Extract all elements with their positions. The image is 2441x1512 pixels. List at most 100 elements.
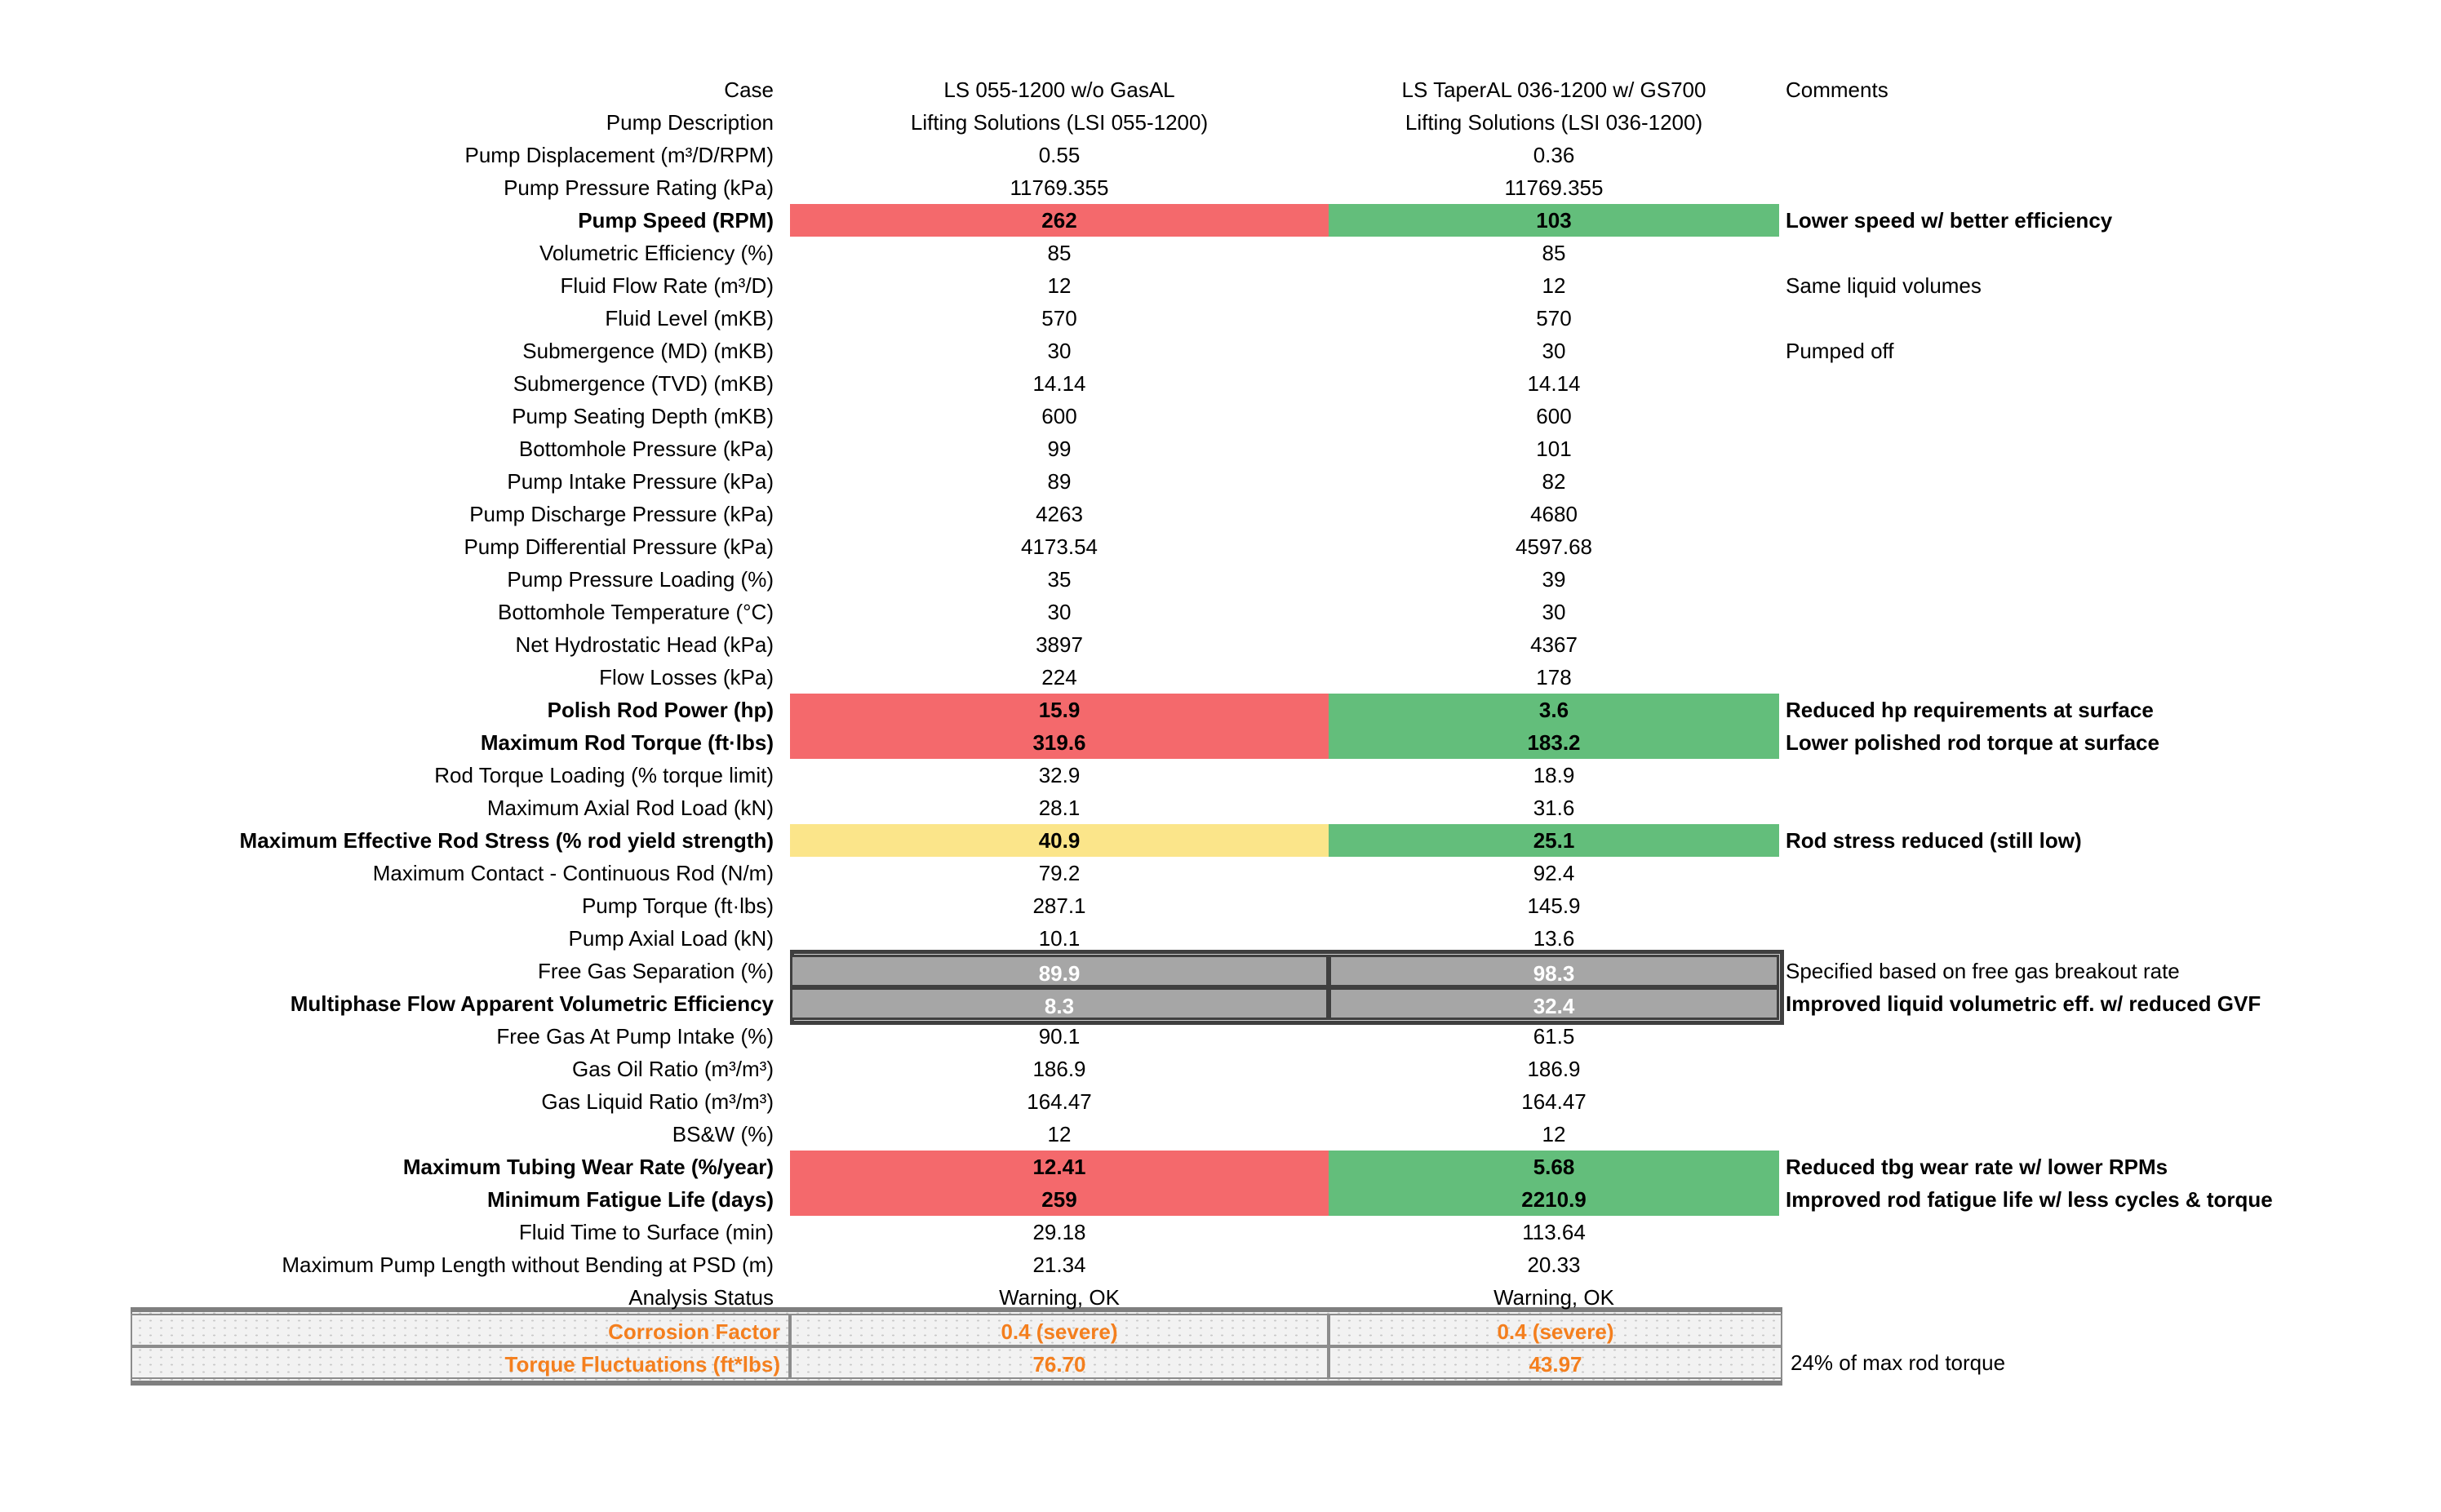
- value-cell-case-2: 39: [1542, 567, 1566, 592]
- value-cell-case-2: 183.2: [1329, 726, 1779, 759]
- row-label: Maximum Pump Length without Bending at P…: [282, 1253, 774, 1277]
- value-cell-case-2: 570: [1536, 306, 1572, 330]
- value-cell-case-2: Lifting Solutions (LSI 036-1200): [1405, 110, 1703, 135]
- value-cell-case-2: 92.4: [1533, 861, 1575, 885]
- value-cell-case-2: 32.4: [1329, 987, 1779, 1020]
- row-label: Free Gas Separation (%): [537, 959, 774, 983]
- value-cell-case-1: 287.1: [1032, 893, 1086, 918]
- value-cell-case-1: 40.9: [790, 824, 1329, 857]
- row-label: Multiphase Flow Apparent Volumetric Effi…: [290, 991, 774, 1016]
- value-cell-case-1: 29.18: [1032, 1220, 1086, 1244]
- row-label: Analysis Status: [628, 1285, 774, 1310]
- row-label: Bottomhole Temperature (°C): [498, 600, 774, 624]
- row-label: Maximum Tubing Wear Rate (%/year): [402, 1155, 774, 1179]
- value-cell-case-1: 79.2: [1038, 861, 1081, 885]
- row-label: Minimum Fatigue Life (days): [486, 1187, 774, 1212]
- row-label: Pump Differential Pressure (kPa): [464, 534, 774, 559]
- value-cell-case-1: 76.70: [790, 1346, 1329, 1379]
- value-cell-case-1: 15.9: [790, 694, 1329, 726]
- row-label: Fluid Time to Surface (min): [518, 1220, 774, 1244]
- value-cell-case-2: 3.6: [1329, 694, 1779, 726]
- row-label: Pump Seating Depth (mKB): [512, 404, 774, 428]
- value-cell-case-2: 20.33: [1527, 1253, 1581, 1277]
- value-cell-case-1: 3897: [1036, 632, 1083, 657]
- row-label: Pump Intake Pressure (kPa): [507, 469, 774, 494]
- row-label: Flow Losses (kPa): [599, 665, 774, 689]
- value-cell-case-2: 14.14: [1527, 371, 1581, 396]
- value-cell-case-1: 32.9: [1038, 763, 1081, 787]
- value-cell-case-1: 99: [1047, 437, 1072, 461]
- value-cell-case-1: 319.6: [790, 726, 1329, 759]
- comment-cell: Pumped off: [1786, 339, 1894, 363]
- row-label: Pump Torque (ft·lbs): [581, 893, 774, 918]
- comment-cell: Lower speed w/ better efficiency: [1786, 208, 2113, 233]
- value-cell-case-1: 4173.54: [1021, 534, 1098, 559]
- row-label: Maximum Effective Rod Stress (% rod yiel…: [239, 828, 774, 853]
- comment-cell: Same liquid volumes: [1786, 273, 1982, 298]
- comments-header: Comments: [1786, 78, 1888, 102]
- row-label: Pump Pressure Rating (kPa): [504, 175, 774, 200]
- row-label: Pump Displacement (m³/D/RPM): [464, 143, 774, 167]
- row-label: Torque Fluctuations (ft*lbs): [131, 1346, 790, 1379]
- row-label: Volumetric Efficiency (%): [539, 241, 774, 265]
- value-cell-case-2: Warning, OK: [1493, 1285, 1614, 1310]
- row-label: Rod Torque Loading (% torque limit): [434, 763, 774, 787]
- value-cell-case-1: 35: [1047, 567, 1072, 592]
- value-cell-case-2: 113.64: [1522, 1220, 1586, 1244]
- row-label: Net Hydrostatic Head (kPa): [515, 632, 774, 657]
- value-cell-case-1: 570: [1041, 306, 1077, 330]
- value-cell-case-2: 0.4 (severe): [1329, 1314, 1782, 1346]
- value-cell-case-2: 31.6: [1533, 796, 1575, 820]
- value-cell-case-2: 11769.355: [1504, 175, 1604, 200]
- row-label: Free Gas At Pump Intake (%): [496, 1024, 774, 1049]
- value-cell-case-1: 0.4 (severe): [790, 1314, 1329, 1346]
- value-cell-case-2: 600: [1536, 404, 1572, 428]
- value-cell-case-1: 11769.355: [1010, 175, 1109, 200]
- row-label: Fluid Flow Rate (m³/D): [560, 273, 774, 298]
- value-cell-case-1: 12: [1047, 273, 1072, 298]
- value-cell-case-2: 13.6: [1533, 926, 1575, 951]
- row-label: Submergence (MD) (mKB): [522, 339, 774, 363]
- row-label: Bottomhole Pressure (kPa): [518, 437, 774, 461]
- value-cell-case-1: 10.1: [1038, 926, 1081, 951]
- value-cell-case-2: 30: [1542, 339, 1566, 363]
- value-cell-case-2: 61.5: [1533, 1024, 1575, 1049]
- value-cell-case-2: 18.9: [1533, 763, 1575, 787]
- row-label: Corrosion Factor: [131, 1314, 790, 1346]
- value-cell-case-1: Lifting Solutions (LSI 055-1200): [910, 110, 1209, 135]
- value-cell-case-1: 28.1: [1038, 796, 1081, 820]
- comment-cell: Improved liquid volumetric eff. w/ reduc…: [1786, 991, 2261, 1016]
- value-cell-case-1: Warning, OK: [999, 1285, 1120, 1310]
- row-label: Pump Speed (RPM): [578, 208, 774, 233]
- value-cell-case-1: 262: [790, 204, 1329, 237]
- value-cell-case-2: 164.47: [1521, 1089, 1587, 1114]
- value-cell-case-2: 30: [1542, 600, 1566, 624]
- row-label: Pump Description: [606, 110, 774, 135]
- row-label: Submergence (TVD) (mKB): [513, 371, 774, 396]
- comment-cell: Specified based on free gas breakout rat…: [1786, 959, 2180, 983]
- value-cell-case-1: 21.34: [1032, 1253, 1086, 1277]
- value-cell-case-1: 30: [1047, 600, 1072, 624]
- row-label: Gas Oil Ratio (m³/m³): [572, 1057, 774, 1081]
- value-cell-case-1: 90.1: [1038, 1024, 1081, 1049]
- row-label: Polish Rod Power (hp): [547, 698, 774, 722]
- row-label: Maximum Contact - Continuous Rod (N/m): [372, 861, 774, 885]
- comment-cell: 24% of max rod torque: [1791, 1350, 2006, 1375]
- value-cell-case-1: 0.55: [1038, 143, 1081, 167]
- value-cell-case-2: 145.9: [1527, 893, 1581, 918]
- column-header-case-2: LS TaperAL 036-1200 w/ GS700: [1401, 78, 1706, 102]
- row-label: Gas Liquid Ratio (m³/m³): [541, 1089, 774, 1114]
- value-cell-case-1: 30: [1047, 339, 1072, 363]
- value-cell-case-2: 0.36: [1533, 143, 1575, 167]
- value-cell-case-2: 12: [1542, 1122, 1566, 1146]
- value-cell-case-1: 12: [1047, 1122, 1072, 1146]
- value-cell-case-1: 89.9: [790, 955, 1329, 987]
- value-cell-case-2: 178: [1536, 665, 1572, 689]
- value-cell-case-2: 101: [1536, 437, 1572, 461]
- row-label: Pump Discharge Pressure (kPa): [469, 502, 774, 526]
- comment-cell: Reduced hp requirements at surface: [1786, 698, 2154, 722]
- row-label: Maximum Axial Rod Load (kN): [486, 796, 774, 820]
- case-header-label: Case: [724, 78, 774, 102]
- value-cell-case-2: 4680: [1530, 502, 1578, 526]
